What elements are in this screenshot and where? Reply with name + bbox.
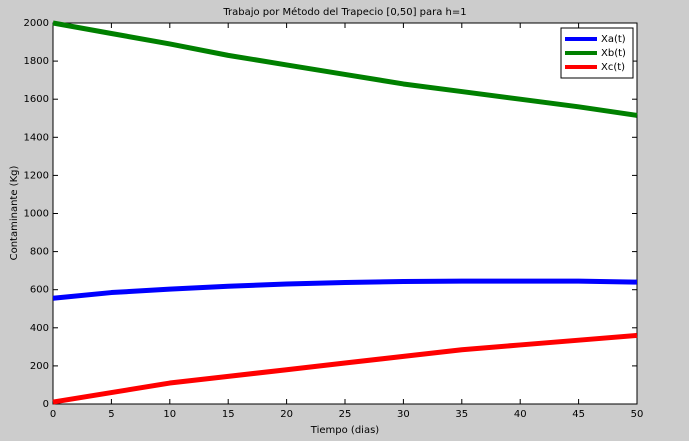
- y-tick-label: 1600: [24, 94, 49, 105]
- x-axis-label: Tiempo (dias): [310, 425, 379, 436]
- y-tick-label: 1400: [24, 132, 49, 143]
- x-tick-label: 10: [163, 409, 176, 420]
- y-tick-label: 800: [30, 247, 49, 258]
- y-tick-label: 1200: [24, 170, 49, 181]
- x-tick-label: 45: [572, 409, 585, 420]
- legend-label: Xa(t): [601, 34, 626, 45]
- x-tick-label: 25: [339, 409, 352, 420]
- chart-title: Trabajo por Método del Trapecio [0,50] p…: [222, 6, 466, 18]
- y-tick-label: 1800: [24, 56, 49, 67]
- legend-label: Xc(t): [601, 62, 625, 73]
- x-tick-label: 40: [514, 409, 527, 420]
- data-line: [52, 20, 638, 118]
- x-tick-label: 30: [397, 409, 410, 420]
- legend-label: Xb(t): [601, 48, 626, 59]
- x-tick-label: 50: [631, 409, 644, 420]
- plot-area: [52, 22, 638, 405]
- y-tick-label: 2000: [24, 18, 49, 29]
- y-tick-label: 1000: [24, 209, 49, 220]
- x-tick-label: 0: [50, 409, 56, 420]
- data-line: [52, 278, 638, 301]
- x-tick-label: 20: [280, 409, 293, 420]
- y-tick-label: 0: [43, 399, 49, 410]
- y-tick-label: 600: [30, 285, 49, 296]
- x-tick-label: 15: [222, 409, 235, 420]
- data-line: [52, 332, 638, 405]
- y-tick-label: 200: [30, 361, 49, 372]
- x-tick-label: 35: [455, 409, 468, 420]
- y-axis-label: Contaminante (Kg): [9, 166, 20, 261]
- x-tick-label: 5: [108, 409, 114, 420]
- y-tick-label: 400: [30, 323, 49, 334]
